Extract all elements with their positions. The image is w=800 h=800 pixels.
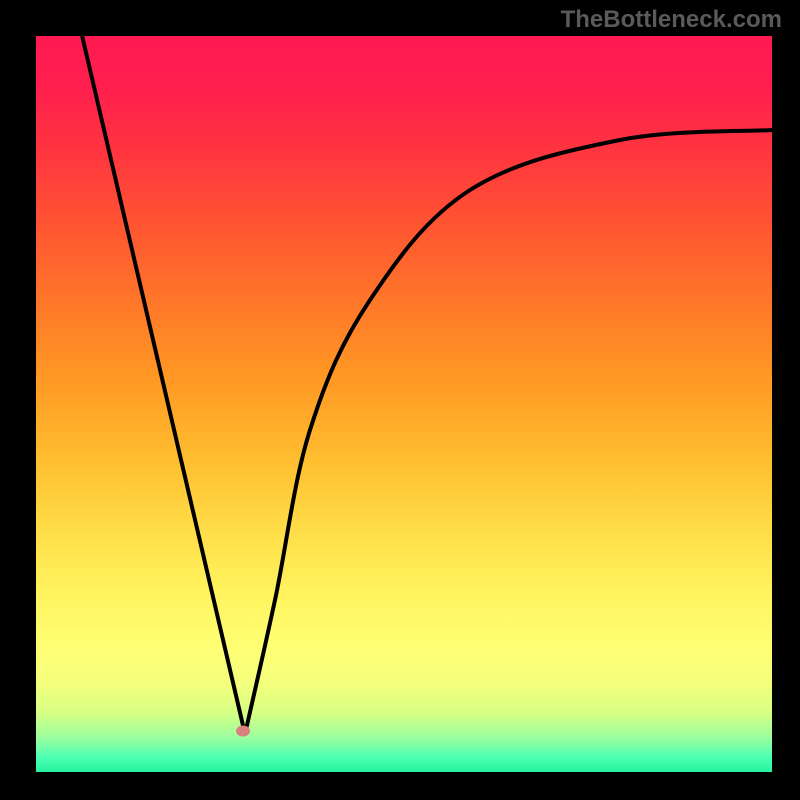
bottleneck-curve	[0, 0, 800, 800]
chart-frame: TheBottleneck.com	[0, 0, 800, 800]
notch-marker	[236, 726, 250, 737]
watermark-text: TheBottleneck.com	[561, 6, 782, 34]
